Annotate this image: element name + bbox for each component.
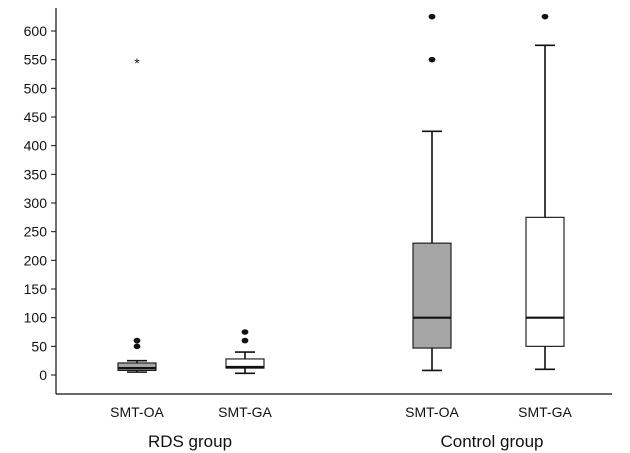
y-tick-label: 150 <box>24 281 48 297</box>
iqr-box <box>525 216 565 347</box>
y-tick-label: 500 <box>24 80 48 96</box>
iqr-box <box>412 242 452 349</box>
box-series: * <box>117 13 565 375</box>
y-tick-label: 300 <box>24 195 48 211</box>
outlier-point <box>133 337 141 344</box>
outlier-point <box>428 56 436 63</box>
category-label: SMT-OA <box>405 404 459 420</box>
outlier-point <box>241 329 249 335</box>
box-control-group-smt-ga <box>525 13 565 371</box>
group-label: Control group <box>440 432 543 451</box>
group-label: RDS group <box>148 432 232 451</box>
axes <box>55 8 612 395</box>
y-tick-label: 50 <box>31 338 47 354</box>
y-tick-label: 100 <box>24 310 48 326</box>
category-labels: SMT-OA SMT-GA SMT-OA SMT-GA RDS group Control… <box>110 404 572 451</box>
y-tick-label: 200 <box>24 252 48 268</box>
iqr-box <box>225 358 265 369</box>
y-tick-label: 550 <box>24 52 48 68</box>
y-axis-ticks: 0 50 100 150 200 250 300 350 400 450 500 550 600 <box>24 23 56 383</box>
iqr-box <box>117 362 157 371</box>
y-tick-label: 350 <box>24 166 48 182</box>
y-tick-label: 400 <box>24 138 48 154</box>
outlier-point <box>241 337 249 344</box>
category-label: SMT-OA <box>110 404 164 420</box>
y-tick-label: 600 <box>24 23 48 39</box>
outlier-point <box>541 13 549 20</box>
box-control-group-smt-oa <box>412 13 452 372</box>
box-rds-group-smt-ga <box>225 329 265 375</box>
outlier-point <box>428 13 436 20</box>
box-rds-group-smt-oa: * <box>117 55 157 373</box>
extreme-point: * <box>134 55 140 71</box>
category-label: SMT-GA <box>218 404 272 420</box>
y-tick-label: 0 <box>39 367 47 383</box>
outlier-point <box>133 343 141 350</box>
y-tick-label: 250 <box>24 224 48 240</box>
y-tick-label: 450 <box>24 109 48 125</box>
category-label: SMT-GA <box>518 404 572 420</box>
